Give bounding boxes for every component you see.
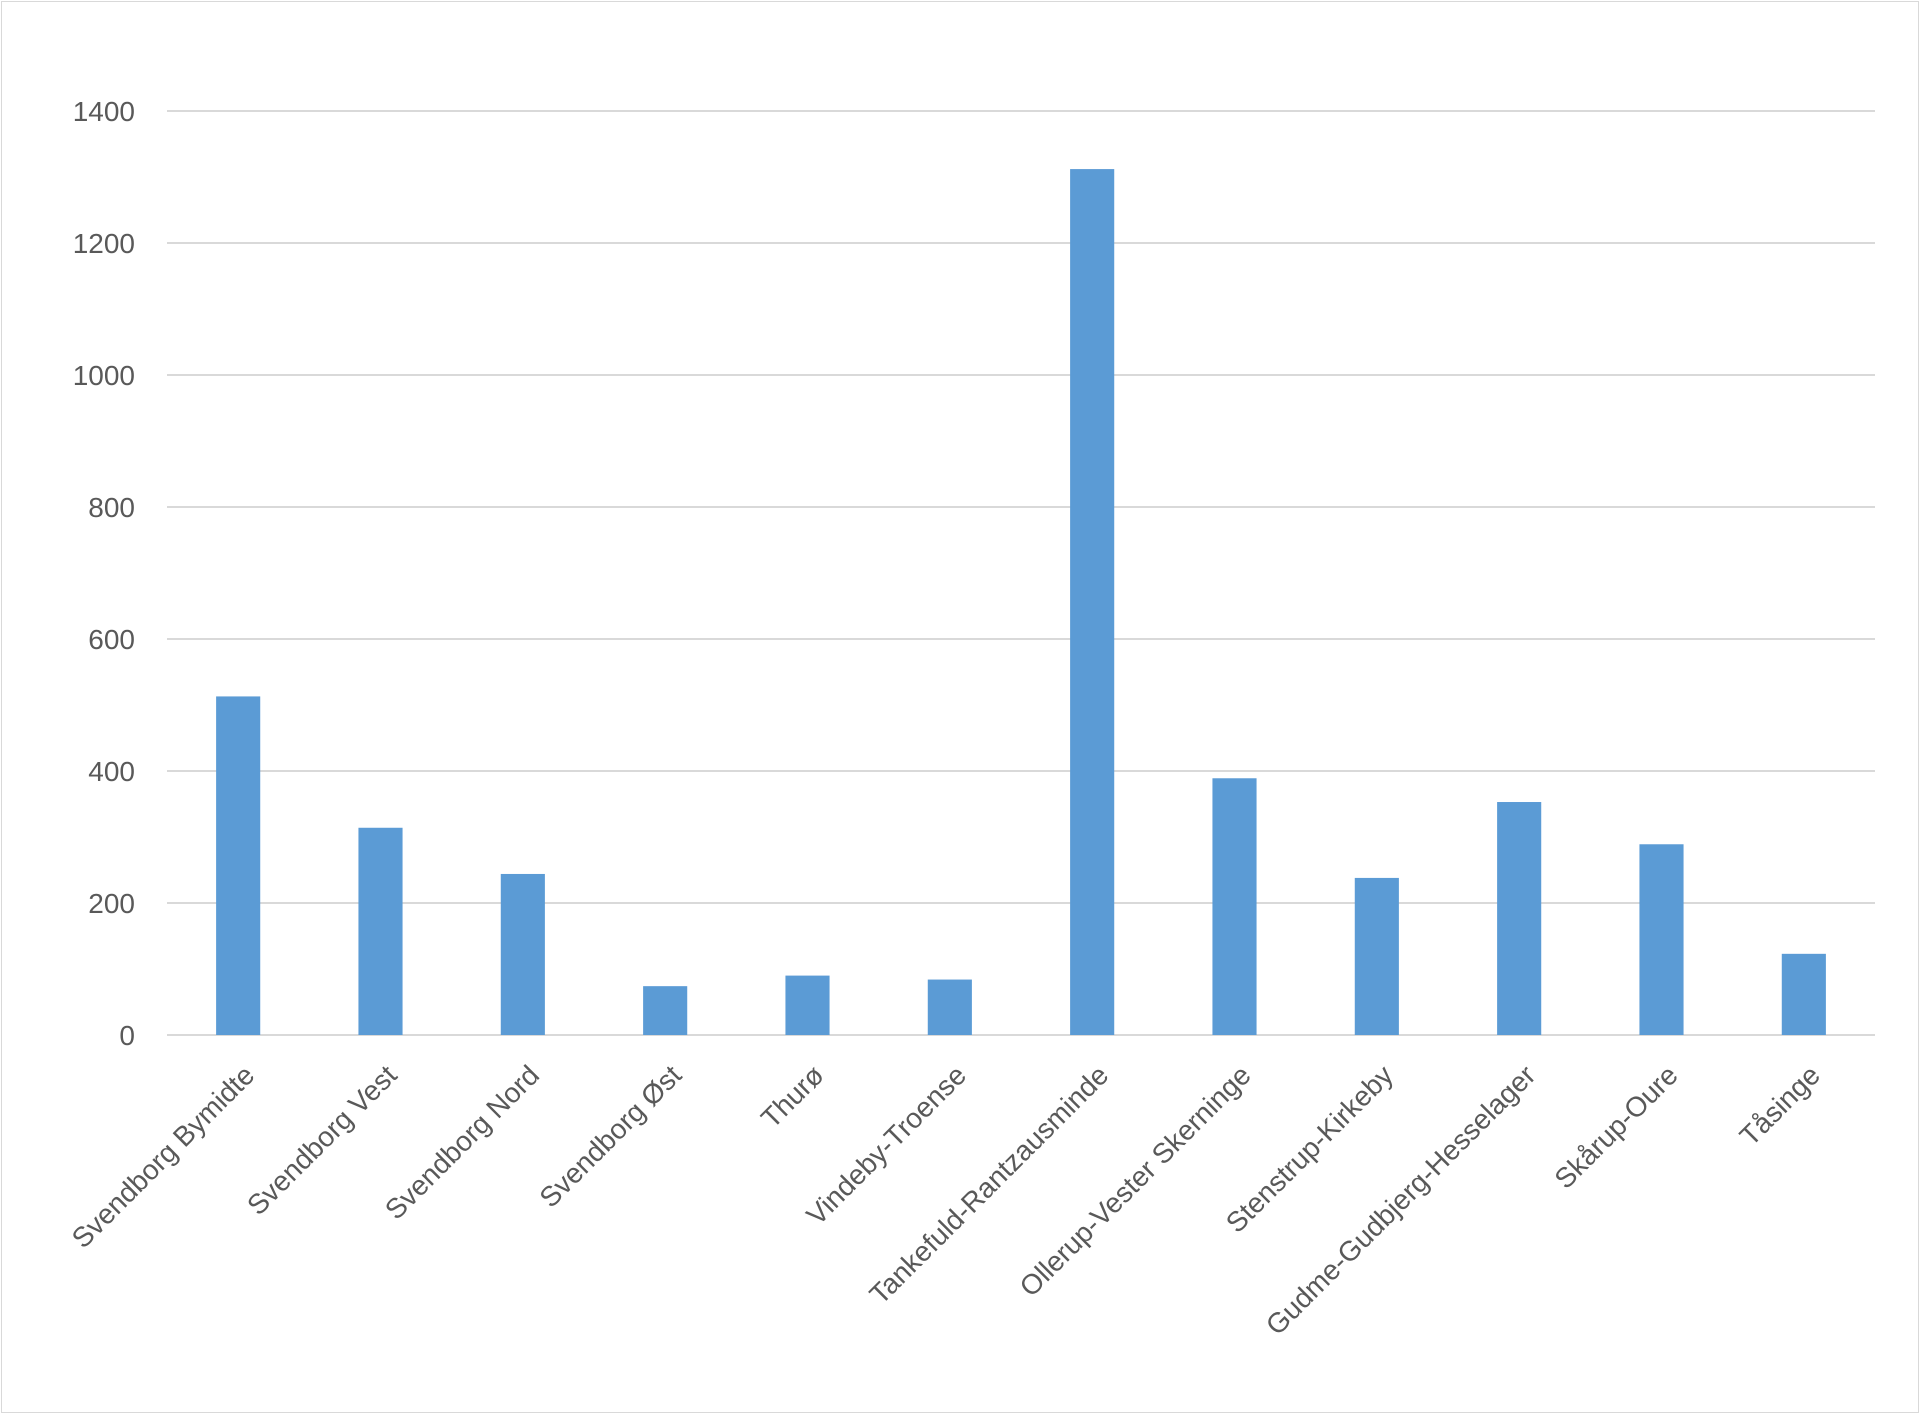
x-category-label: Thurø	[755, 1059, 830, 1134]
x-category-label: Svendborg Bymidte	[66, 1059, 261, 1254]
y-tick-label: 800	[88, 492, 135, 523]
bar	[1639, 844, 1684, 1035]
bar	[1212, 778, 1257, 1035]
x-category-label: Svendborg Nord	[379, 1059, 545, 1225]
y-tick-label: 1000	[73, 360, 135, 391]
bar	[358, 827, 403, 1035]
bar	[927, 979, 972, 1035]
bar	[1354, 877, 1399, 1035]
x-category-label: Gudme-Gudbjerg-Hesselager	[1260, 1059, 1542, 1341]
x-category-label: Skårup-Oure	[1548, 1059, 1683, 1194]
y-tick-label: 1400	[73, 96, 135, 127]
gridlines	[167, 110, 1875, 1036]
bar	[1070, 169, 1115, 1035]
x-category-label: Svendborg Øst	[533, 1059, 687, 1213]
x-category-label: Svendborg Vest	[241, 1059, 403, 1221]
bar	[1781, 953, 1826, 1035]
x-category-label: Tankefuld-Rantzausminde	[864, 1059, 1115, 1310]
y-tick-label: 0	[119, 1020, 135, 1051]
bar	[1497, 802, 1542, 1035]
bar	[216, 696, 261, 1035]
y-tick-label: 400	[88, 756, 135, 787]
bars	[216, 169, 1826, 1035]
bar	[643, 986, 688, 1035]
y-tick-label: 600	[88, 624, 135, 655]
bar	[500, 873, 545, 1035]
y-axis-ticks: 0 200 400 600 800 1000 1200 1400	[73, 96, 135, 1051]
x-category-label: Tåsinge	[1734, 1059, 1826, 1151]
bar	[785, 975, 830, 1035]
y-tick-label: 200	[88, 888, 135, 919]
x-category-label: Ollerup-Vester Skerninge	[1014, 1059, 1257, 1302]
y-tick-label: 1200	[73, 228, 135, 259]
